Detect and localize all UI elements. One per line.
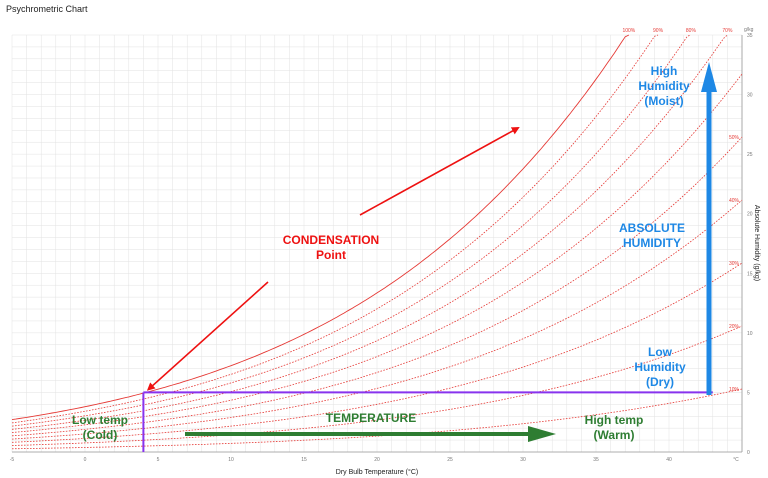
rh-label-80: 80% — [686, 28, 697, 34]
temperature-label: TEMPERATURE — [326, 411, 416, 425]
low-humidity-label-line-1: Low — [648, 345, 673, 359]
rh-label-100: 100% — [622, 28, 635, 34]
absolute-humidity-label-line-1: ABSOLUTE — [619, 221, 685, 235]
x-axis-title: Dry Bulb Temperature (°C) — [336, 468, 418, 476]
y-unit-label: g/kg — [744, 27, 754, 33]
condensation-arrow-upper — [359, 127, 520, 216]
rh-label-30: 30% — [729, 261, 740, 267]
high-temp-label-line-2: (Warm) — [594, 428, 635, 442]
rh-label-70: 70% — [722, 28, 733, 34]
temperature-arrow-head — [528, 426, 556, 442]
y-axis-title: Absolute Humidity (g/kg) — [753, 205, 760, 281]
y-tick-label: 35 — [747, 33, 753, 39]
y-tick-label: 0 — [747, 450, 750, 456]
high-humidity-label-line-3: (Moist) — [644, 94, 683, 108]
rh-label-40: 40% — [729, 198, 740, 204]
low-humidity-label-line-3: (Dry) — [646, 375, 674, 389]
humidity-arrow-head — [701, 62, 717, 92]
condensation-label-line-2: Point — [316, 248, 346, 262]
rh-curve-90 — [11, 34, 659, 424]
y-tick-label: 15 — [747, 271, 753, 277]
rh-curve-10 — [11, 388, 743, 450]
x-tick-label: 30 — [520, 457, 526, 463]
y-tick-label: 10 — [747, 331, 753, 337]
x-tick-label: 35 — [593, 457, 599, 463]
rh-curve-80 — [11, 34, 692, 427]
y-tick-label: 25 — [747, 152, 753, 158]
high-humidity-label-line-2: Humidity — [638, 79, 690, 93]
low-temp-label-line-1: Low temp — [72, 413, 128, 427]
absolute-humidity-label-line-2: HUMIDITY — [623, 236, 681, 250]
x-tick-label: 20 — [374, 457, 380, 463]
x-tick-label: 40 — [666, 457, 672, 463]
rh-curve-40 — [11, 199, 743, 440]
rh-label-10: 10% — [729, 387, 740, 393]
condensation-label-line-1: CONDENSATION — [283, 233, 379, 247]
x-tick-label: -5 — [10, 457, 15, 463]
rh-label-90: 90% — [653, 28, 664, 34]
rh-curve-60 — [11, 73, 743, 433]
high-humidity-label-line-1: High — [651, 64, 678, 78]
x-unit-label: °C — [733, 457, 739, 463]
rh-curve-20 — [11, 325, 743, 446]
condensation-arrow-lower — [146, 281, 269, 391]
page-title: Psychrometric Chart — [6, 4, 88, 14]
y-tick-label: 5 — [747, 390, 750, 396]
rh-label-50: 50% — [729, 135, 740, 141]
x-tick-label: 10 — [228, 457, 234, 463]
x-tick-label: 5 — [157, 457, 160, 463]
y-tick-label: 30 — [747, 93, 753, 99]
rh-curve-30 — [11, 262, 743, 443]
y-tick-label: 20 — [747, 212, 753, 218]
rh-curve-70 — [11, 34, 728, 430]
low-humidity-label-line-2: Humidity — [634, 360, 686, 374]
rh-label-20: 20% — [729, 324, 740, 330]
x-tick-label: 0 — [84, 457, 87, 463]
rh-curve-50 — [11, 136, 743, 437]
low-temp-label-line-2: (Cold) — [83, 428, 118, 442]
x-tick-label: 25 — [447, 457, 453, 463]
rh-curve-100 — [11, 34, 630, 421]
high-temp-label-line-1: High temp — [585, 413, 644, 427]
x-tick-label: 15 — [301, 457, 307, 463]
